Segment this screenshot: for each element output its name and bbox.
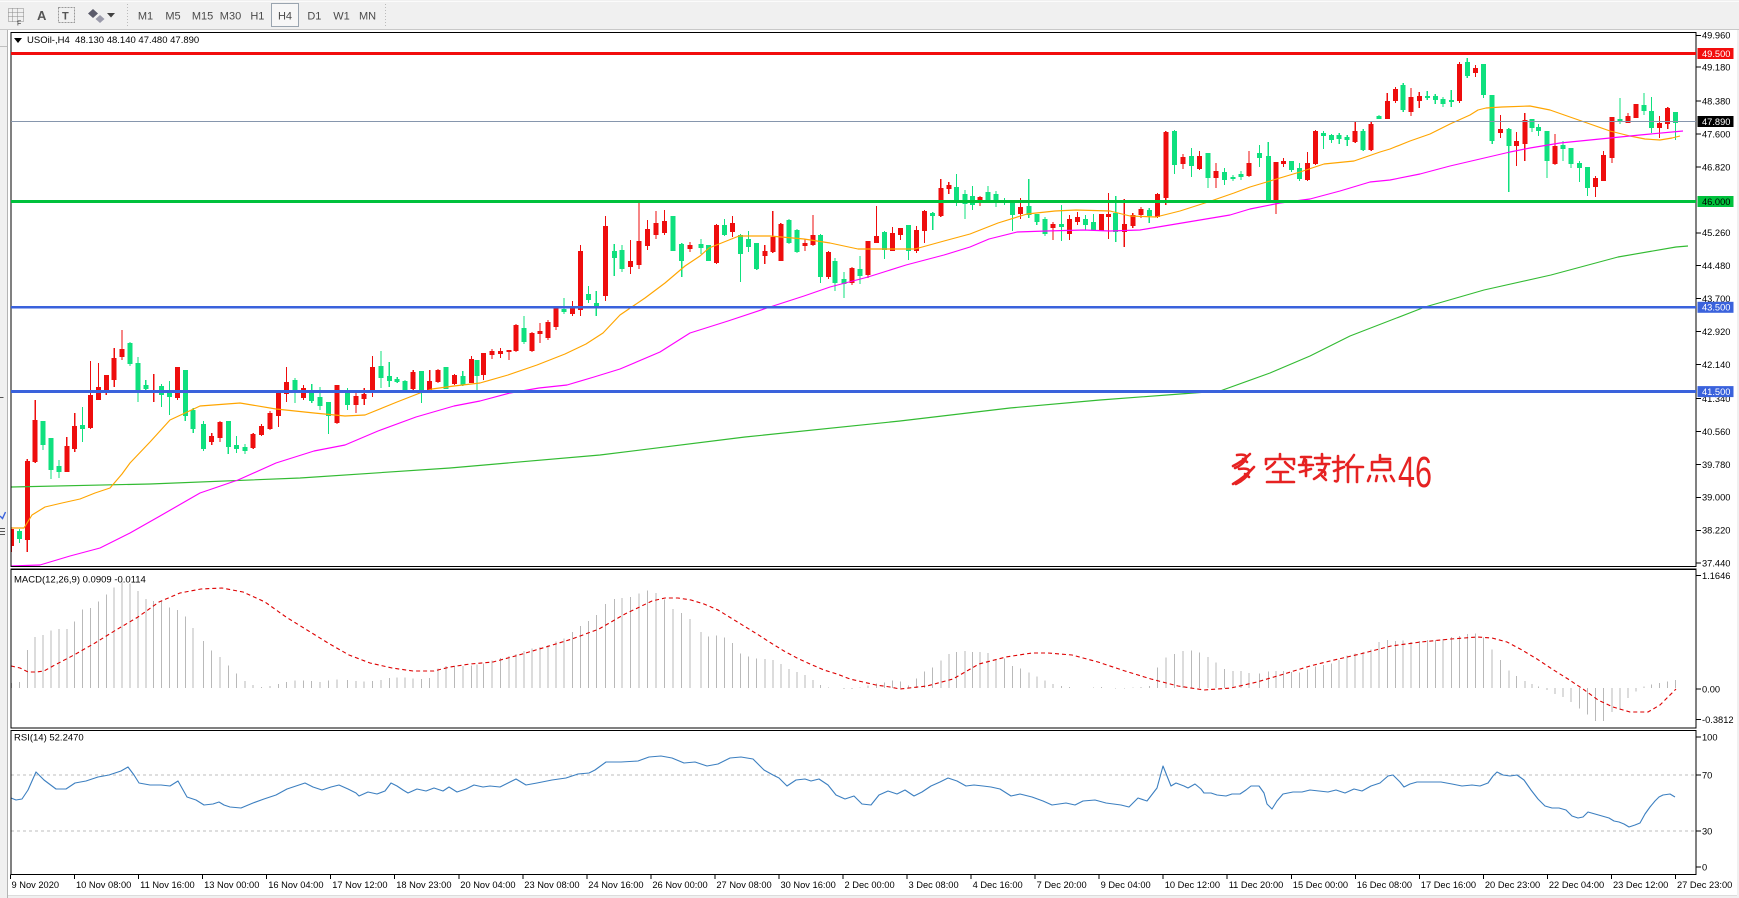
svg-text:-0.3812: -0.3812: [1702, 715, 1734, 725]
svg-text:T: T: [62, 11, 69, 23]
svg-text:M1: M1: [138, 11, 153, 23]
svg-text:38.220: 38.220: [1702, 526, 1730, 536]
svg-text:26 Nov 00:00: 26 Nov 00:00: [652, 880, 707, 890]
svg-text:24 Nov 16:00: 24 Nov 16:00: [588, 880, 643, 890]
svg-text:1.1646: 1.1646: [1702, 571, 1730, 581]
svg-text:MACD(12,26,9) 0.0909 -0.0114: MACD(12,26,9) 0.0909 -0.0114: [14, 575, 146, 586]
svg-text:47.600: 47.600: [1702, 129, 1730, 139]
svg-text:4 Dec 16:00: 4 Dec 16:00: [973, 880, 1023, 890]
svg-text:2 Dec 00:00: 2 Dec 00:00: [845, 880, 895, 890]
svg-text:11 Dec 20:00: 11 Dec 20:00: [1229, 880, 1284, 890]
svg-text:30 Nov 16:00: 30 Nov 16:00: [781, 880, 836, 890]
svg-text:D1: D1: [307, 11, 321, 23]
svg-text:10 Dec 12:00: 10 Dec 12:00: [1165, 880, 1220, 890]
svg-text:44.480: 44.480: [1702, 261, 1730, 271]
svg-text:10 Nov 08:00: 10 Nov 08:00: [76, 880, 131, 890]
svg-text:M15: M15: [192, 11, 213, 23]
svg-text:0.00: 0.00: [1702, 684, 1720, 694]
svg-text:0: 0: [1702, 862, 1707, 872]
svg-text:49.180: 49.180: [1702, 63, 1730, 73]
svg-text:41.500: 41.500: [1702, 387, 1730, 397]
svg-text:9 Nov 2020: 9 Nov 2020: [12, 880, 60, 890]
svg-text:39.000: 39.000: [1702, 493, 1730, 503]
svg-text:40.560: 40.560: [1702, 427, 1730, 437]
svg-text:11 Nov 16:00: 11 Nov 16:00: [140, 880, 195, 890]
svg-text:46: 46: [1398, 448, 1432, 497]
svg-text:39.780: 39.780: [1702, 460, 1730, 470]
svg-text:42.140: 42.140: [1702, 360, 1730, 370]
svg-text:3 Dec 08:00: 3 Dec 08:00: [909, 880, 959, 890]
svg-text:9 Dec 04:00: 9 Dec 04:00: [1101, 880, 1151, 890]
svg-text:15 Dec 00:00: 15 Dec 00:00: [1293, 880, 1348, 890]
svg-text:23 Dec 12:00: 23 Dec 12:00: [1613, 880, 1668, 890]
svg-text:A: A: [37, 8, 47, 23]
svg-text:42.920: 42.920: [1702, 327, 1730, 337]
svg-text:17 Nov 12:00: 17 Nov 12:00: [332, 880, 387, 890]
svg-text:43.500: 43.500: [1702, 303, 1730, 313]
svg-text:18 Nov 23:00: 18 Nov 23:00: [396, 880, 451, 890]
svg-text:30: 30: [1702, 826, 1712, 836]
svg-text:23 Nov 08:00: 23 Nov 08:00: [524, 880, 579, 890]
svg-text:20 Dec 23:00: 20 Dec 23:00: [1485, 880, 1540, 890]
svg-text:7 Dec 20:00: 7 Dec 20:00: [1037, 880, 1087, 890]
svg-text:49.960: 49.960: [1702, 31, 1730, 41]
svg-text:H4: H4: [278, 11, 292, 23]
svg-text:16 Nov 04:00: 16 Nov 04:00: [268, 880, 323, 890]
svg-text:46.000: 46.000: [1702, 197, 1730, 207]
svg-text:27 Dec 23:00: 27 Dec 23:00: [1677, 880, 1732, 890]
svg-text:41.340: 41.340: [1702, 394, 1730, 404]
svg-text:45.260: 45.260: [1702, 228, 1730, 238]
svg-text:H1: H1: [250, 11, 264, 23]
svg-text:M5: M5: [165, 11, 180, 23]
svg-text:MN: MN: [359, 11, 376, 23]
svg-text:48.380: 48.380: [1702, 96, 1730, 106]
svg-text:USOil-,H4 48.130 48.140 47.48: USOil-,H4 48.130 48.140 47.480 47.890: [27, 35, 199, 46]
svg-text:16 Dec 08:00: 16 Dec 08:00: [1357, 880, 1412, 890]
svg-text:47.890: 47.890: [1702, 117, 1730, 127]
svg-text:20 Nov 04:00: 20 Nov 04:00: [460, 880, 515, 890]
svg-text:46.820: 46.820: [1702, 162, 1730, 172]
svg-text:70: 70: [1702, 770, 1712, 780]
svg-text:F: F: [17, 21, 21, 28]
svg-text:M30: M30: [220, 11, 241, 23]
svg-text:17 Dec 16:00: 17 Dec 16:00: [1421, 880, 1476, 890]
svg-text:13 Nov 00:00: 13 Nov 00:00: [204, 880, 259, 890]
svg-text:27 Nov 08:00: 27 Nov 08:00: [716, 880, 771, 890]
svg-text:37.440: 37.440: [1702, 559, 1730, 569]
svg-text:43.700: 43.700: [1702, 294, 1730, 304]
svg-text:22 Dec 04:00: 22 Dec 04:00: [1549, 880, 1604, 890]
svg-text:W1: W1: [333, 11, 350, 23]
svg-text:RSI(14) 52.2470: RSI(14) 52.2470: [14, 733, 84, 744]
svg-text:100: 100: [1702, 732, 1718, 742]
svg-text:49.500: 49.500: [1702, 49, 1730, 59]
